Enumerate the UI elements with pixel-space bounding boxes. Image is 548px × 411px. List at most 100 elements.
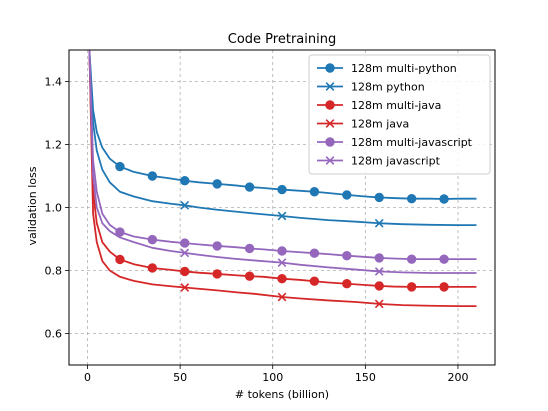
data-point-128m-python-stroke	[277, 211, 287, 221]
axis-ticks: 0 50 100 150 200 0.6 0.8 1.0 1.2 1.4	[45, 76, 469, 385]
data-point-128m-python	[277, 211, 287, 221]
legend-item: 128m multi-java	[317, 99, 441, 112]
series-line-128m-multi-java	[88, 50, 477, 288]
y-tick-label: 1.0	[45, 202, 63, 215]
data-point-128m-multi-javascript	[277, 246, 287, 256]
data-point-128m-java	[374, 299, 384, 309]
y-tick-label: 1.4	[45, 76, 63, 89]
data-point-128m-python-stroke	[180, 200, 190, 210]
series-128m-java	[88, 50, 477, 309]
series-line-128m-multi-javascript	[88, 50, 477, 261]
data-point-128m-javascript-stroke	[180, 248, 190, 258]
data-point-128m-java-stroke	[277, 292, 287, 302]
data-point-128m-java	[180, 283, 190, 292]
legend: 128m multi-python 128m python 128m multi-j…	[308, 54, 491, 175]
legend-item: 128m python	[317, 81, 425, 94]
data-point-128m-multi-python	[439, 194, 449, 204]
data-point-128m-multi-javascript	[115, 227, 125, 237]
data-point-128m-multi-javascript	[374, 253, 384, 263]
series-128m-multi-javascript	[88, 50, 477, 264]
data-point-128m-multi-java	[147, 263, 158, 273]
data-point-128m-multi-javascript	[180, 238, 190, 248]
series-128m-multi-python	[88, 50, 477, 204]
data-point-128m-java-stroke	[180, 283, 190, 292]
data-point-128m-python	[180, 200, 190, 210]
series-line-128m-java	[88, 50, 477, 307]
legend-marker	[325, 137, 335, 147]
data-point-128m-python-stroke	[374, 218, 384, 228]
data-point-128m-multi-python	[180, 176, 190, 186]
legend-marker	[325, 63, 335, 73]
data-point-128m-multi-python	[406, 193, 417, 204]
legend-item: 128m multi-python	[317, 62, 457, 75]
data-point-128m-multi-java	[342, 279, 352, 289]
y-tick-label: 0.8	[45, 265, 63, 278]
legend-marker	[325, 82, 335, 91]
series-128m-multi-java	[88, 50, 477, 292]
legend-marker	[325, 100, 335, 110]
data-point-128m-javascript	[374, 267, 384, 276]
data-point-128m-multi-java	[180, 266, 190, 277]
series-layer	[88, 50, 477, 309]
data-point-128m-multi-python	[309, 187, 320, 197]
data-point-128m-multi-java	[439, 282, 449, 292]
legend-marker-stroke	[325, 82, 335, 91]
legend-marker-stroke	[325, 156, 335, 165]
legend-label: 128m multi-javascript	[351, 136, 473, 149]
data-point-128m-multi-javascript	[439, 254, 449, 264]
data-point-128m-multi-java	[244, 271, 255, 281]
x-tick-label: 100	[262, 371, 283, 384]
data-point-128m-javascript	[180, 248, 190, 258]
data-point-128m-multi-python	[115, 161, 125, 172]
data-point-128m-javascript-stroke	[374, 267, 384, 276]
data-point-128m-javascript-stroke	[277, 258, 287, 267]
legend-label: 128m python	[351, 81, 425, 94]
data-point-128m-java	[277, 292, 287, 302]
data-point-128m-multi-java	[406, 282, 417, 292]
data-point-128m-multi-python	[212, 179, 222, 189]
data-point-128m-multi-java	[115, 254, 125, 265]
data-point-128m-python	[374, 218, 384, 228]
data-point-128m-multi-python	[342, 190, 352, 200]
y-tick-label: 0.6	[45, 328, 63, 341]
legend-box	[308, 54, 491, 175]
legend-label: 128m java	[351, 118, 409, 131]
data-point-128m-multi-javascript	[406, 254, 417, 264]
data-point-128m-multi-python	[244, 182, 255, 192]
data-point-128m-multi-java	[374, 281, 384, 291]
legend-label: 128m javascript	[351, 155, 441, 168]
legend-item: 128m multi-javascript	[317, 136, 473, 149]
x-tick-label: 0	[84, 371, 91, 384]
series-line-128m-python	[88, 50, 477, 227]
chart-title: Code Pretraining	[228, 32, 336, 47]
data-point-128m-multi-python	[147, 171, 158, 181]
data-point-128m-multi-javascript	[342, 250, 352, 261]
data-point-128m-multi-python	[374, 192, 384, 203]
x-axis-label: # tokens (billion)	[235, 388, 329, 401]
data-point-128m-multi-javascript	[309, 248, 320, 258]
data-point-128m-multi-javascript	[212, 241, 222, 251]
legend-item: 128m javascript	[317, 155, 441, 168]
x-tick-label: 150	[355, 371, 376, 384]
data-point-128m-multi-java	[212, 269, 222, 279]
legend-marker	[325, 119, 335, 128]
series-line-128m-multi-python	[88, 50, 477, 200]
legend-item: 128m java	[317, 118, 409, 131]
data-point-128m-javascript	[277, 258, 287, 267]
legend-marker	[325, 156, 335, 165]
series-128m-javascript	[88, 50, 477, 276]
data-point-128m-multi-java	[309, 276, 320, 286]
data-point-128m-multi-java	[277, 273, 287, 284]
legend-marker-stroke	[325, 119, 335, 128]
data-point-128m-multi-python	[277, 184, 287, 195]
x-tick-label: 200	[447, 371, 468, 384]
data-point-128m-multi-javascript	[244, 243, 255, 254]
y-axis-label: validation loss	[26, 166, 39, 245]
y-tick-label: 1.2	[45, 139, 63, 152]
x-tick-label: 50	[173, 371, 187, 384]
legend-label: 128m multi-java	[351, 99, 441, 112]
series-line-128m-javascript	[88, 50, 477, 274]
data-point-128m-java-stroke	[374, 299, 384, 309]
legend-label: 128m multi-python	[351, 62, 457, 75]
